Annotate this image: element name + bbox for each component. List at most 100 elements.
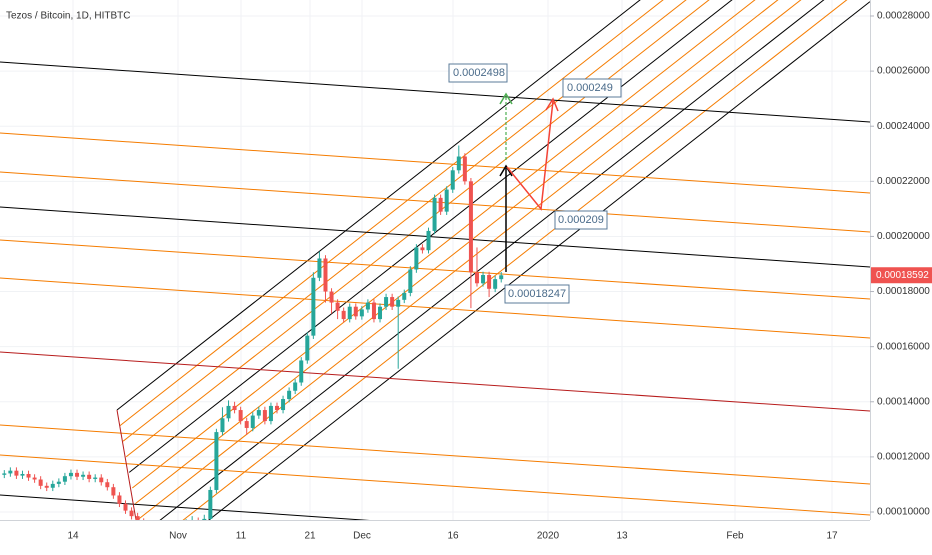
x-tick-label: Dec	[353, 531, 371, 542]
candle-body	[299, 360, 304, 383]
x-tick-label: Feb	[726, 531, 744, 542]
x-tick-label: 2020	[537, 531, 560, 542]
annotation: 0.0002498	[453, 67, 505, 79]
x-tick-label: Nov	[169, 531, 187, 542]
candle-body	[44, 485, 49, 488]
candle-body	[323, 258, 328, 292]
candle-body	[160, 526, 164, 530]
candle-body	[256, 410, 261, 416]
candle-body	[111, 487, 116, 496]
channel-line	[119, 0, 664, 426]
chart-title: Tezos / Bitcoin, 1D, HITBTC	[6, 11, 130, 22]
annotation-box	[554, 210, 608, 230]
candle-body	[32, 477, 37, 480]
candle-body	[371, 302, 376, 320]
y-tick-label: 0.00016000	[877, 341, 930, 352]
candle-body	[347, 306, 352, 320]
candle-body	[196, 521, 200, 523]
candle-body	[226, 405, 231, 419]
candle-body	[329, 291, 334, 303]
fork-line	[0, 424, 870, 485]
candle-body	[262, 410, 267, 422]
fork-line	[0, 61, 870, 123]
candle-body	[335, 302, 340, 311]
channel-line	[208, 1, 870, 520]
annotation-box	[504, 284, 570, 304]
candle-body	[8, 470, 13, 474]
candle-body	[396, 299, 401, 307]
candle-body	[99, 477, 104, 483]
channel-line	[135, 0, 779, 504]
fork-line	[0, 494, 370, 520]
candle-body	[287, 390, 292, 400]
y-tick-label: 0.00014000	[877, 396, 930, 407]
candle-body	[148, 526, 152, 529]
candle-body	[129, 510, 134, 517]
candle-body	[2, 473, 7, 475]
y-tick-label: 0.00010000	[877, 507, 930, 518]
fork-line	[0, 351, 870, 412]
candle-body	[142, 522, 146, 526]
candle-body	[414, 247, 419, 270]
candle-body	[311, 277, 316, 336]
candle-body	[275, 405, 279, 411]
candle-body	[202, 518, 207, 520]
candle-body	[117, 495, 122, 504]
y-tick-label: 0.00018000	[877, 286, 930, 297]
y-tick-label: 0.00012000	[877, 452, 930, 463]
candle-body	[317, 258, 322, 278]
candle-body	[450, 170, 455, 190]
candle-body	[38, 479, 43, 486]
annotation: 0.000249	[567, 82, 613, 94]
candle-body	[384, 297, 389, 307]
candle-body	[26, 473, 31, 478]
fork-line	[0, 206, 870, 268]
candle-body	[154, 529, 158, 530]
candle-body	[50, 483, 55, 488]
annotation: 0.00018247	[508, 288, 566, 300]
annotation-box	[448, 63, 508, 83]
x-tick-label: 21	[304, 531, 316, 542]
candle-body	[68, 472, 73, 477]
candle-body	[250, 415, 255, 428]
candle-body	[305, 335, 310, 361]
candle-body	[474, 272, 479, 284]
drawings	[0, 0, 870, 520]
annotation-box	[562, 78, 622, 98]
y-tick-label: 0.00024000	[877, 121, 930, 132]
x-tick-label: 17	[826, 531, 838, 542]
candle-body	[214, 432, 219, 490]
fork-line	[0, 277, 870, 339]
fork-handle	[116, 409, 137, 520]
candle-body	[75, 472, 80, 477]
candle-body	[14, 470, 19, 476]
channel-line	[128, 0, 733, 473]
candle-body	[281, 399, 286, 411]
arrows	[499, 92, 559, 272]
candle-body	[208, 489, 213, 519]
arrow-head	[499, 92, 513, 105]
candle-body	[341, 310, 346, 320]
y-tick-label: 0.00028000	[877, 11, 930, 22]
candle-body	[426, 230, 431, 251]
candle-body	[444, 189, 449, 212]
candle-body	[378, 306, 383, 320]
x-tick-label: 11	[236, 531, 247, 542]
candle-body	[481, 275, 486, 284]
candle-body	[359, 309, 364, 317]
candle-body	[456, 156, 461, 171]
annotation: 0.000209	[558, 214, 604, 226]
candle-body	[499, 275, 504, 280]
y-tick-label: 0.00026000	[877, 66, 930, 77]
candle-body	[105, 482, 110, 488]
x-tick-label: 14	[67, 531, 79, 542]
candle-body	[493, 279, 498, 289]
candle-body	[438, 197, 443, 212]
arrow-head	[499, 164, 513, 177]
x-tick-label: 16	[447, 531, 459, 542]
fork-line	[0, 454, 870, 516]
candle-body	[20, 473, 25, 476]
channel-line	[138, 0, 802, 520]
candle-body	[353, 306, 358, 317]
candle-body	[462, 156, 467, 182]
